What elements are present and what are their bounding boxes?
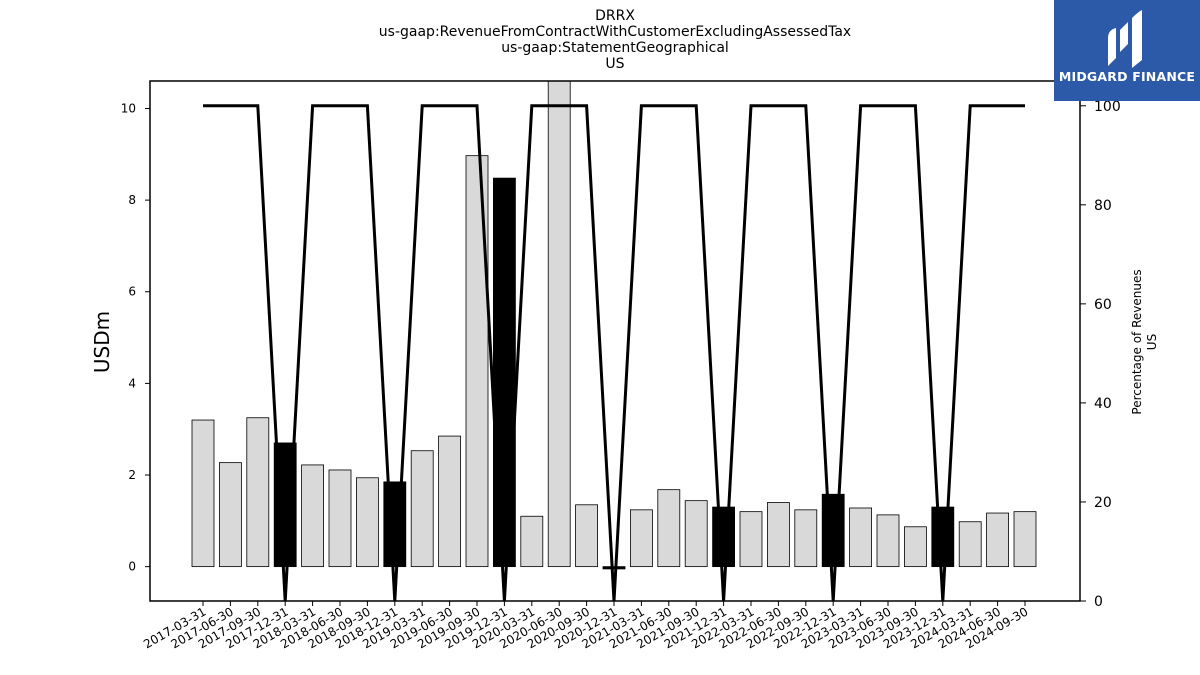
logo-mark-icon xyxy=(1108,10,1142,68)
y-right-tick-label-40: 40 xyxy=(1094,396,1112,412)
bar-2017-03-31 xyxy=(191,419,215,568)
bar-2020-03-31 xyxy=(520,515,544,568)
logo-text: MIDGARD FINANCE xyxy=(1058,69,1196,84)
bars xyxy=(191,81,1037,570)
title-line-1: DRRX xyxy=(595,8,635,24)
bar-2017-06-30 xyxy=(218,462,242,568)
y-tick-label-2: 2 xyxy=(128,468,136,482)
chart-title: DRRX us-gaap:RevenueFromContractWithCust… xyxy=(379,8,851,72)
axes: 02468100204060801002017-03-312017-06-302… xyxy=(121,80,1121,651)
bar-2018-06-30 xyxy=(328,469,352,568)
bar-2017-12-31 xyxy=(273,442,297,568)
bar-2021-12-31 xyxy=(712,506,735,568)
y-axis-right-label-line-2: US xyxy=(1145,334,1159,350)
bar-2021-09-30 xyxy=(684,500,708,568)
y-tick-label-6: 6 xyxy=(128,285,136,299)
y-right-tick-label-0: 0 xyxy=(1094,594,1103,610)
bar-2019-06-30 xyxy=(438,435,462,568)
bar-2023-06-30 xyxy=(876,514,900,568)
y-tick-label-8: 8 xyxy=(128,193,136,207)
y-axis-label: USDm xyxy=(90,311,114,373)
title-line-2: us-gaap:RevenueFromContractWithCustomerE… xyxy=(379,24,851,40)
bar-2024-06-30 xyxy=(986,512,1009,568)
y-tick-label-4: 4 xyxy=(128,376,136,390)
bar-2022-03-31 xyxy=(739,511,763,568)
bar-2022-06-30 xyxy=(767,502,790,568)
bar-2019-12-31 xyxy=(492,177,516,568)
bar-2022-09-30 xyxy=(794,509,818,568)
y-right-tick-label-20: 20 xyxy=(1094,495,1112,511)
bar-2021-03-31 xyxy=(630,509,653,568)
bar-2020-06-30 xyxy=(547,81,571,568)
y-right-tick-label-80: 80 xyxy=(1094,198,1112,214)
y-right-tick-label-100: 100 xyxy=(1094,99,1121,115)
bar-2024-09-30 xyxy=(1013,511,1037,568)
bar-2022-12-31 xyxy=(821,493,845,568)
plot-frame xyxy=(149,80,1081,602)
y-tick-label-0: 0 xyxy=(128,560,136,574)
bar-2021-06-30 xyxy=(657,489,681,568)
bar-2018-09-30 xyxy=(355,477,379,568)
bar-2018-12-31 xyxy=(383,481,407,568)
bar-2024-03-31 xyxy=(958,521,982,568)
bar-2020-12-31 xyxy=(602,566,626,570)
title-line-3: us-gaap:StatementGeographical xyxy=(501,40,729,56)
title-line-4: US xyxy=(605,56,624,72)
bar-2023-09-30 xyxy=(904,526,927,568)
y-tick-label-10: 10 xyxy=(121,101,136,115)
bar-2023-12-31 xyxy=(931,506,955,568)
bar-2020-09-30 xyxy=(575,504,598,568)
midgard-finance-logo: MIDGARD FINANCE xyxy=(1054,0,1200,101)
bar-2019-09-30 xyxy=(465,155,489,568)
bar-2023-03-31 xyxy=(849,507,872,568)
bar-2019-03-31 xyxy=(410,450,434,568)
percentage-line-path xyxy=(203,104,1025,601)
y-axis-right-label-line-1: Percentage of Revenues xyxy=(1130,269,1144,414)
y-axis-right-label: Percentage of Revenues US xyxy=(1130,269,1159,414)
bar-2017-09-30 xyxy=(246,417,270,568)
y-right-tick-label-60: 60 xyxy=(1094,297,1112,313)
bar-2018-03-31 xyxy=(301,464,325,568)
percentage-line xyxy=(203,104,1025,601)
